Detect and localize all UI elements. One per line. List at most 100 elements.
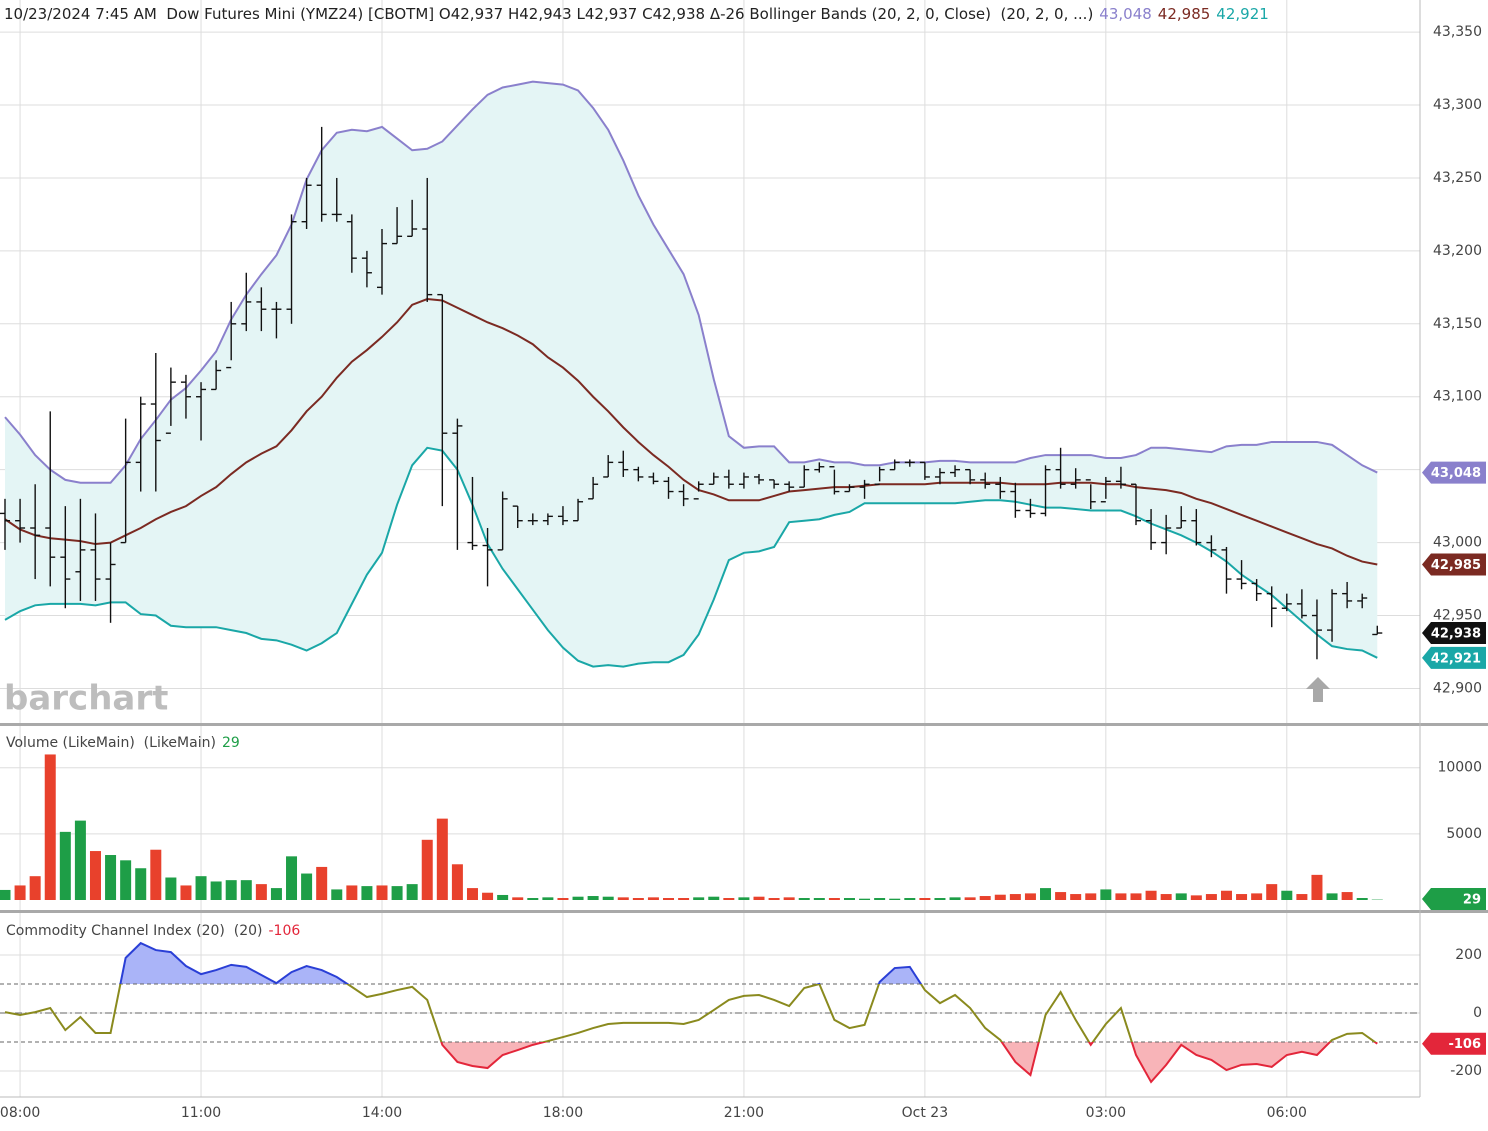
volume-bar [1175, 893, 1187, 900]
volume-bar [1296, 894, 1308, 900]
price-badge [1422, 553, 1486, 576]
volume-bar [678, 898, 690, 900]
x-tick-label: 11:00 [181, 1105, 221, 1121]
volume-bar [1024, 893, 1036, 900]
volume-bar [934, 898, 946, 900]
band-line [4, 446, 1378, 668]
volume-bar [180, 885, 192, 900]
volume-bar [150, 849, 162, 900]
y-tick-label: 43,100 [1433, 389, 1482, 405]
volume-bar [225, 880, 237, 900]
volume-bar [828, 898, 840, 900]
y-tick-label: 43,350 [1433, 24, 1482, 40]
price-badge [1422, 622, 1486, 645]
volume-bar [1190, 895, 1202, 900]
volume-bar [859, 898, 871, 900]
volume-bar [1311, 874, 1323, 900]
y-tick-label: 43,150 [1433, 316, 1482, 332]
price-badge-label: 29 [1463, 893, 1481, 908]
y-tick-label: 0 [1473, 1005, 1482, 1021]
cci-line [440, 1041, 1378, 1084]
volume-bar [557, 898, 569, 900]
panel-title-text: Volume (LikeMain) (LikeMain) [6, 735, 216, 751]
volume-bar [240, 880, 252, 900]
volume-bar [0, 889, 11, 900]
band-line [4, 297, 1378, 566]
band-last-value: 42,985 [1158, 5, 1211, 23]
volume-bar [964, 897, 976, 900]
volume-bar [738, 897, 750, 900]
panel-title: Volume (LikeMain) (LikeMain) 29 [6, 735, 240, 751]
price-badge-label: -106 [1448, 1037, 1481, 1052]
volume-bar [874, 898, 886, 900]
y-tick-label: 200 [1455, 947, 1482, 963]
volume-bar [512, 897, 524, 900]
volume-bar [376, 885, 388, 900]
volume-bar [195, 876, 207, 900]
volume-bar [768, 898, 780, 900]
price-badge-label: 42,938 [1431, 627, 1481, 642]
volume-bar [919, 898, 931, 900]
volume-bar [391, 886, 403, 900]
volume-bar [59, 831, 71, 900]
x-tick-label: 18:00 [543, 1105, 583, 1121]
volume-bar [587, 896, 599, 900]
price-badge-label: 42,921 [1431, 651, 1481, 666]
volume-bar [1055, 892, 1067, 900]
volume-bar [29, 876, 41, 900]
price-badge-label: 43,048 [1431, 466, 1481, 481]
x-tick-label: 21:00 [724, 1105, 764, 1121]
volume-bar [1251, 893, 1263, 900]
volume-bar [1085, 893, 1097, 900]
volume-bar [1115, 893, 1127, 900]
cci-line [119, 941, 923, 984]
volume-bar [301, 873, 313, 900]
volume-bar [316, 866, 328, 900]
volume-bar [843, 898, 855, 900]
volume-bar [135, 868, 147, 900]
volume-bar [466, 888, 478, 900]
band-line [4, 80, 1378, 484]
volume-bar [979, 896, 991, 900]
y-tick-label: 43,200 [1433, 243, 1482, 259]
volume-bar [44, 754, 56, 900]
volume-bar [331, 889, 343, 900]
y-tick-label: 5000 [1446, 826, 1482, 842]
x-tick-label: 14:00 [362, 1105, 402, 1121]
volume-bar [572, 896, 584, 900]
volume-bar [406, 884, 418, 900]
volume-bar [74, 820, 86, 900]
volume-bar [647, 897, 659, 900]
volume-bar [1205, 894, 1217, 900]
volume-bar [813, 898, 825, 900]
volume-bar [904, 898, 916, 900]
panel-last-value: -106 [268, 923, 300, 939]
volume-bar [889, 898, 901, 900]
x-tick-label: 03:00 [1086, 1105, 1126, 1121]
volume-bar [1100, 889, 1112, 900]
volume-bar [994, 894, 1006, 900]
over-fill [120, 943, 921, 984]
price-badge [1422, 888, 1486, 910]
volume-bar [1220, 890, 1232, 900]
volume-bar [1236, 894, 1248, 900]
price-badge [1422, 646, 1486, 669]
volume-bar [346, 885, 358, 900]
volume-bar [542, 897, 554, 900]
y-tick-label: 43,000 [1433, 535, 1482, 551]
volume-bar [1341, 892, 1353, 900]
volume-bar [1130, 893, 1142, 900]
volume-bar [361, 886, 373, 900]
volume-bar [949, 897, 961, 900]
volume-bar [451, 864, 463, 900]
volume-bar [1160, 894, 1172, 900]
y-tick-label: 43,300 [1433, 97, 1482, 113]
under-fill [5, 1041, 1378, 1082]
watermark: barchart [4, 679, 168, 719]
volume-bar [723, 898, 735, 900]
volume-bar [210, 881, 222, 900]
volume-bar [632, 898, 644, 900]
y-tick-label: 42,900 [1433, 680, 1482, 696]
volume-bar [255, 884, 267, 900]
